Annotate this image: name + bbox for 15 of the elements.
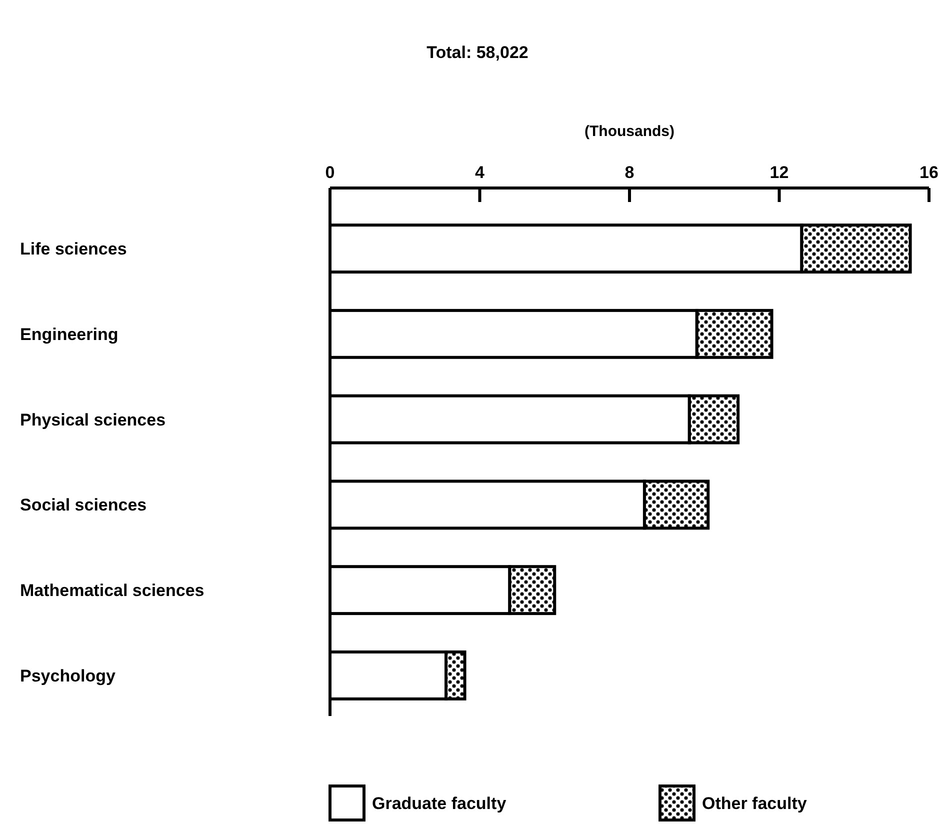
x-axis-title: (Thousands) bbox=[584, 123, 674, 140]
y-tick-label: Life sciences bbox=[20, 240, 127, 259]
y-tick-label: Physical sciences bbox=[20, 410, 166, 430]
x-tick-label: 0 bbox=[325, 163, 335, 182]
y-tick-label: Mathematical sciences bbox=[20, 581, 204, 600]
x-tick-label: 12 bbox=[770, 163, 789, 182]
x-tick-label: 4 bbox=[475, 163, 486, 182]
chart-title: Total: 58,022 bbox=[426, 43, 528, 62]
y-tick-label: Social sciences bbox=[20, 496, 147, 515]
y-tick-label: Engineering bbox=[20, 324, 118, 344]
legend-label: Other faculty bbox=[702, 794, 808, 813]
x-tick-label: 16 bbox=[920, 163, 938, 182]
y-tick-label: Psychology bbox=[20, 666, 116, 686]
x-tick-label: 8 bbox=[624, 163, 634, 182]
legend-label: Graduate faculty bbox=[372, 794, 507, 813]
